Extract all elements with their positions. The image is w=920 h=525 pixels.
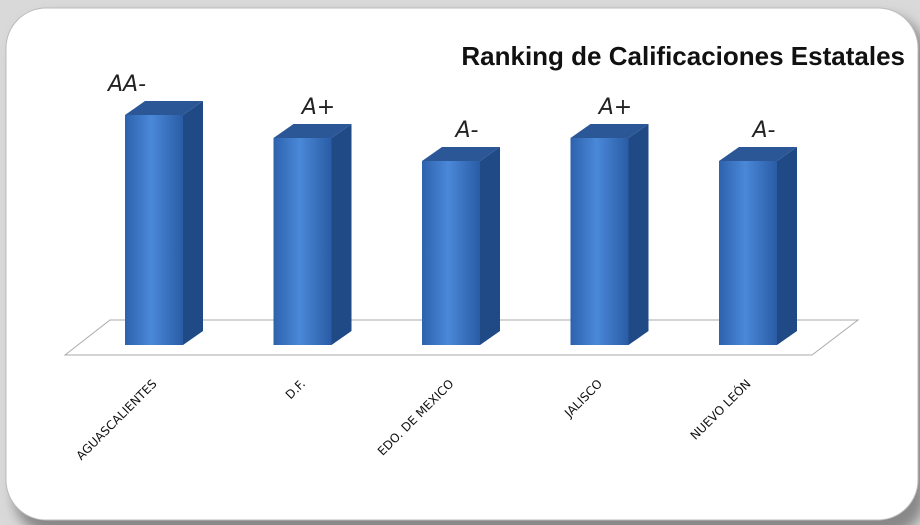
bar: [273, 138, 332, 345]
bar-side: [480, 147, 500, 345]
bar-top: [125, 101, 203, 115]
bar-side: [777, 147, 797, 345]
value-label: A+: [300, 95, 335, 120]
bar-top: [422, 147, 500, 161]
bar-top: [570, 124, 649, 138]
bar-side: [331, 124, 352, 345]
bar-side: [628, 124, 649, 345]
bar: [422, 161, 480, 345]
value-label: A-: [454, 118, 479, 143]
value-label: A+: [597, 95, 632, 120]
chart-title: Ranking de Calificaciones Estatales: [461, 41, 905, 71]
bar: [125, 115, 183, 345]
bar-top: [273, 124, 352, 138]
value-label: A-: [751, 118, 776, 143]
value-label: AA-: [106, 72, 146, 97]
bar-top: [719, 147, 797, 161]
bar: [570, 138, 629, 345]
bar: [719, 161, 777, 345]
bar-side: [183, 101, 203, 345]
